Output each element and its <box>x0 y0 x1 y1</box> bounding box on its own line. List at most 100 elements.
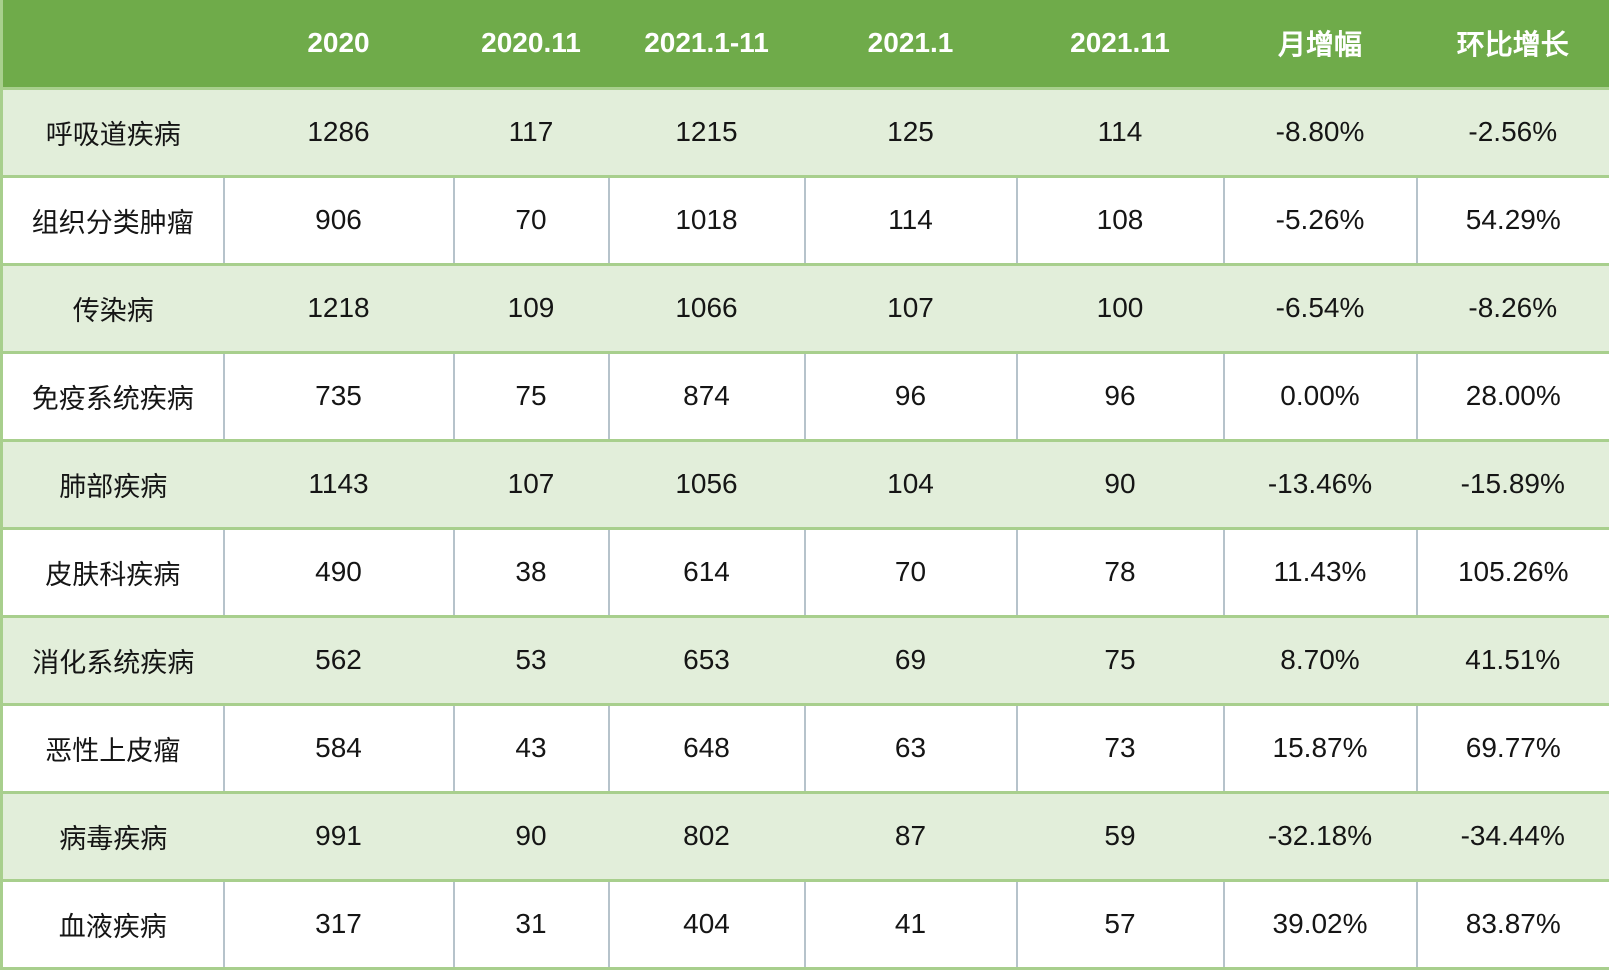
value-cell: 41.51% <box>1417 616 1609 704</box>
value-cell: 41 <box>805 880 1017 968</box>
value-cell: -32.18% <box>1224 792 1417 880</box>
value-cell: 90 <box>1017 440 1224 528</box>
value-cell: 648 <box>609 704 805 792</box>
value-cell: -34.44% <box>1417 792 1609 880</box>
value-cell: 653 <box>609 616 805 704</box>
value-cell: 90 <box>454 792 609 880</box>
corner-header-cell <box>2 0 224 88</box>
value-cell: 874 <box>609 352 805 440</box>
value-cell: 125 <box>805 88 1017 176</box>
row-label-cell: 血液疾病 <box>2 880 224 968</box>
column-header-cell: 2020.11 <box>454 0 609 88</box>
value-cell: 104 <box>805 440 1017 528</box>
value-cell: 107 <box>454 440 609 528</box>
value-cell: 54.29% <box>1417 176 1609 264</box>
value-cell: 53 <box>454 616 609 704</box>
row-label-cell: 传染病 <box>2 264 224 352</box>
value-cell: 57 <box>1017 880 1224 968</box>
row-label-cell: 免疫系统疾病 <box>2 352 224 440</box>
row-label-cell: 皮肤科疾病 <box>2 528 224 616</box>
value-cell: 75 <box>1017 616 1224 704</box>
value-cell: 70 <box>805 528 1017 616</box>
value-cell: 1056 <box>609 440 805 528</box>
value-cell: 87 <box>805 792 1017 880</box>
value-cell: 43 <box>454 704 609 792</box>
value-cell: 83.87% <box>1417 880 1609 968</box>
value-cell: 31 <box>454 880 609 968</box>
row-label-cell: 恶性上皮瘤 <box>2 704 224 792</box>
value-cell: 38 <box>454 528 609 616</box>
value-cell: 70 <box>454 176 609 264</box>
value-cell: 69 <box>805 616 1017 704</box>
column-header-cell: 月增幅 <box>1224 0 1417 88</box>
row-label-cell: 病毒疾病 <box>2 792 224 880</box>
value-cell: 109 <box>454 264 609 352</box>
value-cell: 100 <box>1017 264 1224 352</box>
value-cell: 1143 <box>224 440 454 528</box>
value-cell: -13.46% <box>1224 440 1417 528</box>
value-cell: 73 <box>1017 704 1224 792</box>
value-cell: -2.56% <box>1417 88 1609 176</box>
value-cell: 0.00% <box>1224 352 1417 440</box>
value-cell: 490 <box>224 528 454 616</box>
value-cell: 69.77% <box>1417 704 1609 792</box>
value-cell: 108 <box>1017 176 1224 264</box>
value-cell: 105.26% <box>1417 528 1609 616</box>
row-label-cell: 消化系统疾病 <box>2 616 224 704</box>
value-cell: 117 <box>454 88 609 176</box>
value-cell: 991 <box>224 792 454 880</box>
value-cell: 1286 <box>224 88 454 176</box>
value-cell: 404 <box>609 880 805 968</box>
value-cell: 614 <box>609 528 805 616</box>
value-cell: -6.54% <box>1224 264 1417 352</box>
value-cell: 735 <box>224 352 454 440</box>
column-header-cell: 环比增长 <box>1417 0 1609 88</box>
value-cell: 8.70% <box>1224 616 1417 704</box>
value-cell: 1018 <box>609 176 805 264</box>
value-cell: 39.02% <box>1224 880 1417 968</box>
value-cell: -5.26% <box>1224 176 1417 264</box>
value-cell: 15.87% <box>1224 704 1417 792</box>
column-header-cell: 2021.1 <box>805 0 1017 88</box>
value-cell: 59 <box>1017 792 1224 880</box>
row-label-cell: 组织分类肿瘤 <box>2 176 224 264</box>
value-cell: 75 <box>454 352 609 440</box>
value-cell: 28.00% <box>1417 352 1609 440</box>
value-cell: 1066 <box>609 264 805 352</box>
value-cell: -8.26% <box>1417 264 1609 352</box>
value-cell: 114 <box>805 176 1017 264</box>
column-header-cell: 2021.1-11 <box>609 0 805 88</box>
value-cell: 96 <box>1017 352 1224 440</box>
value-cell: 562 <box>224 616 454 704</box>
value-cell: 906 <box>224 176 454 264</box>
value-cell: 802 <box>609 792 805 880</box>
value-cell: 317 <box>224 880 454 968</box>
value-cell: 78 <box>1017 528 1224 616</box>
row-label-cell: 肺部疾病 <box>2 440 224 528</box>
column-header-cell: 2020 <box>224 0 454 88</box>
value-cell: 11.43% <box>1224 528 1417 616</box>
value-cell: 107 <box>805 264 1017 352</box>
column-header-cell: 2021.11 <box>1017 0 1224 88</box>
value-cell: 114 <box>1017 88 1224 176</box>
value-cell: 63 <box>805 704 1017 792</box>
value-cell: -15.89% <box>1417 440 1609 528</box>
row-label-cell: 呼吸道疾病 <box>2 88 224 176</box>
value-cell: 584 <box>224 704 454 792</box>
value-cell: 96 <box>805 352 1017 440</box>
value-cell: 1218 <box>224 264 454 352</box>
